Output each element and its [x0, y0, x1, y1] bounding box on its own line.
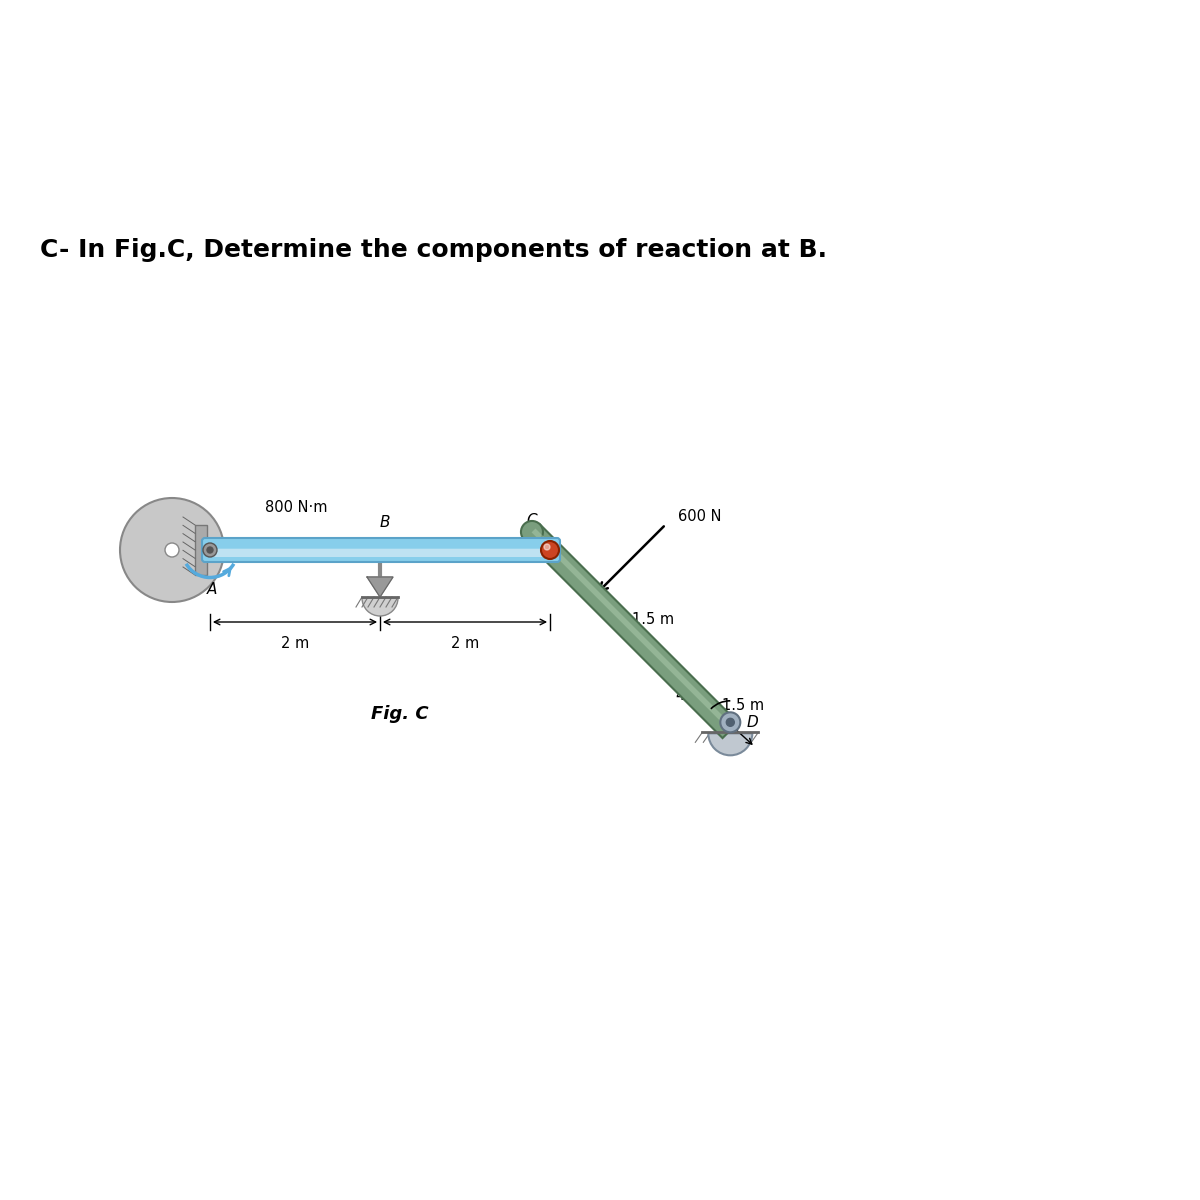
Wedge shape [708, 733, 752, 755]
Bar [196, 526, 208, 575]
Text: C- In Fig.C, Determine the components of reaction at B.: C- In Fig.C, Determine the components of… [40, 238, 827, 262]
Polygon shape [532, 528, 734, 731]
Text: 800 N·m: 800 N·m [265, 500, 328, 516]
Text: A: A [206, 582, 217, 596]
Text: 45°: 45° [676, 688, 701, 703]
Circle shape [208, 547, 214, 553]
Circle shape [541, 541, 559, 559]
Polygon shape [524, 524, 738, 738]
FancyBboxPatch shape [202, 538, 560, 562]
Text: D: D [746, 715, 758, 730]
Text: 2 m: 2 m [451, 636, 479, 650]
Wedge shape [362, 598, 398, 616]
Circle shape [544, 544, 550, 550]
Text: 600 N: 600 N [678, 509, 721, 524]
Text: 2 m: 2 m [281, 636, 310, 650]
Text: B: B [379, 515, 390, 530]
Circle shape [720, 713, 740, 732]
Circle shape [726, 719, 734, 726]
Circle shape [521, 521, 542, 542]
Text: C: C [527, 514, 538, 528]
FancyBboxPatch shape [209, 548, 556, 557]
Polygon shape [367, 577, 394, 596]
Text: Fig. C: Fig. C [371, 704, 428, 722]
Circle shape [203, 542, 217, 557]
Circle shape [166, 542, 179, 557]
Circle shape [120, 498, 224, 602]
Text: 1.5 m: 1.5 m [722, 698, 764, 714]
Text: 1.5 m: 1.5 m [632, 612, 674, 628]
